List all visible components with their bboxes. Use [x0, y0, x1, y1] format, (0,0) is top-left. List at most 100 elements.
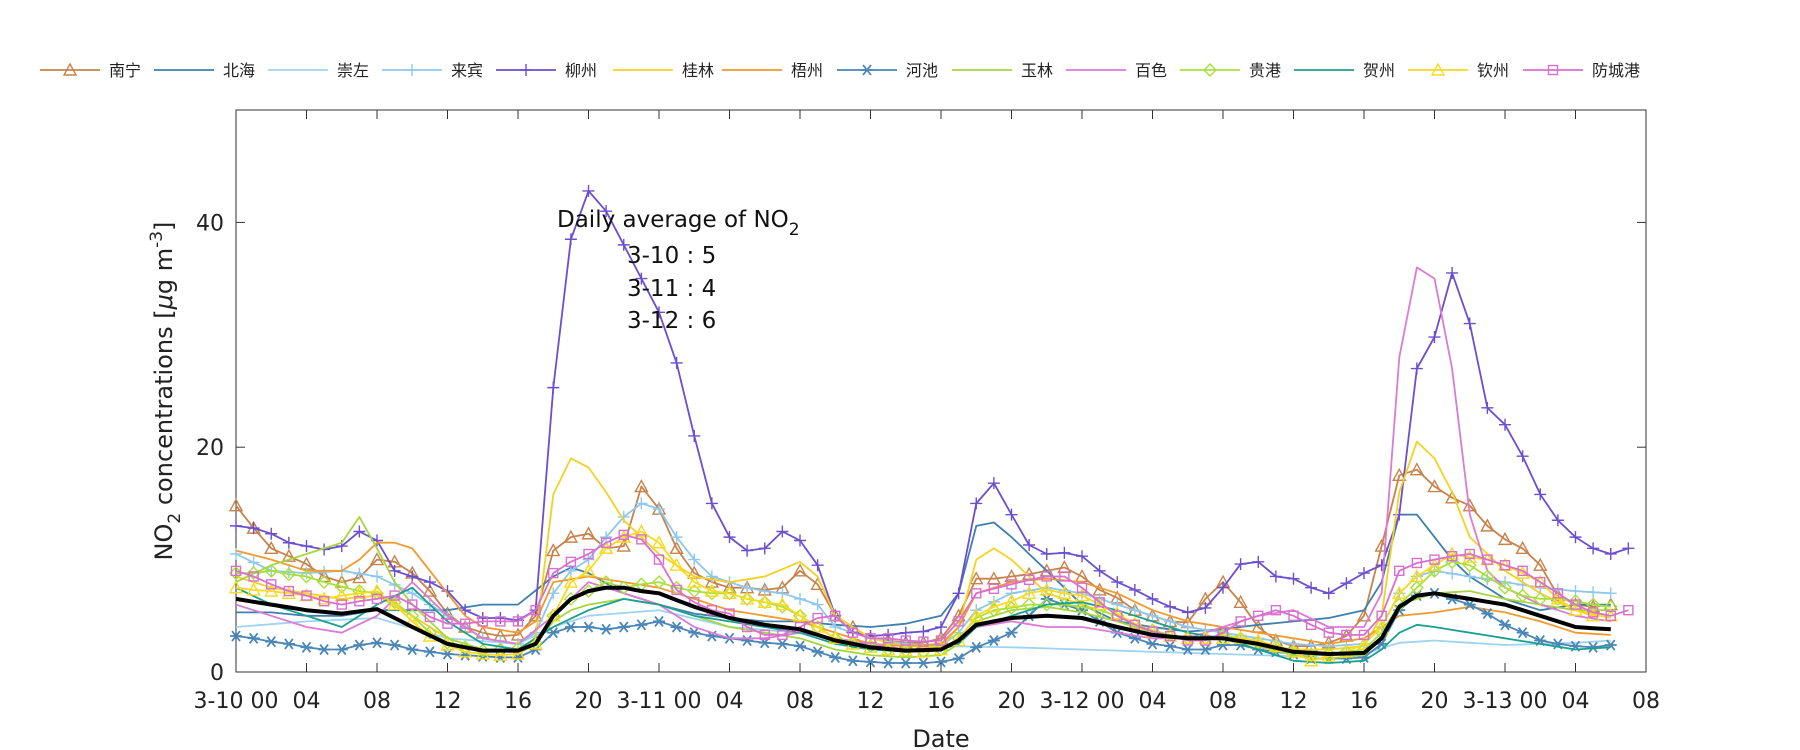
- data-point: [1533, 591, 1548, 606]
- x-tick-label: 08: [1209, 689, 1237, 714]
- data-point: [988, 583, 1000, 595]
- x-tick-label: 04: [716, 689, 744, 714]
- data-point: [301, 590, 312, 601]
- data-point: [1568, 594, 1583, 609]
- data-point: [547, 381, 560, 394]
- data-point: [546, 543, 561, 557]
- data-point: [794, 592, 806, 605]
- data-point: [687, 574, 702, 588]
- data-point: [617, 238, 630, 251]
- data-point: [1006, 579, 1017, 590]
- data-point: [246, 566, 261, 581]
- data-point: [1498, 580, 1512, 595]
- data-point: [899, 657, 912, 669]
- data-point: [1076, 582, 1088, 593]
- data-point: [688, 429, 701, 442]
- data-point: [1499, 619, 1511, 631]
- data-point: [300, 540, 313, 553]
- data-point: [1604, 547, 1617, 560]
- data-point: [653, 306, 665, 319]
- y-tick-label: 0: [210, 661, 224, 686]
- data-point: [935, 635, 947, 646]
- data-point: [1164, 615, 1177, 628]
- data-point: [1515, 540, 1530, 555]
- data-point: [352, 570, 367, 584]
- legend-marker: [1547, 64, 1559, 76]
- data-point: [230, 565, 242, 577]
- data-point: [547, 587, 560, 600]
- data-point: [776, 525, 789, 538]
- x-tick-label: 3-11 00: [617, 689, 702, 714]
- data-point: [565, 556, 577, 568]
- data-point: [969, 571, 984, 585]
- data-point: [1023, 538, 1036, 551]
- data-point: [1464, 548, 1475, 560]
- data-point: [389, 590, 400, 601]
- data-point: [636, 534, 647, 545]
- x-tick-label: 04: [293, 689, 321, 714]
- data-point: [777, 629, 788, 641]
- data-point: [406, 570, 419, 583]
- data-point: [563, 574, 579, 588]
- x-axis-title: Date: [912, 725, 969, 750]
- data-point: [230, 547, 242, 560]
- data-point: [1076, 550, 1088, 563]
- data-point: [687, 565, 702, 579]
- daily-average-annotation: Daily average of NO2 3-10 : 5 3-11 : 4 3…: [557, 207, 800, 334]
- data-point: [495, 616, 506, 627]
- data-point: [281, 567, 296, 582]
- series-line: [235, 502, 1611, 647]
- data-point: [1093, 564, 1106, 577]
- data-point: [1411, 557, 1423, 569]
- x-tick-label: 20: [575, 689, 603, 714]
- data-point: [266, 579, 277, 590]
- data-point: [1252, 555, 1265, 568]
- x-tick-label: 08: [786, 689, 814, 714]
- data-point: [1075, 599, 1089, 614]
- data-point: [353, 525, 366, 538]
- data-point: [1287, 572, 1300, 585]
- data-point: [369, 552, 385, 566]
- data-point: [600, 623, 613, 635]
- data-point: [757, 594, 772, 609]
- data-point: [1356, 636, 1372, 650]
- data-point: [457, 644, 473, 658]
- annotation-line-3: 3-12 : 6: [627, 308, 716, 334]
- data-point: [1392, 585, 1407, 600]
- data-point: [1058, 546, 1071, 559]
- data-point: [582, 621, 595, 633]
- series-4: [230, 184, 1635, 643]
- data-point: [688, 627, 701, 639]
- data-point: [688, 553, 701, 566]
- data-point: [618, 529, 629, 541]
- data-point: [1481, 607, 1494, 620]
- x-tick-label: 12: [1280, 689, 1308, 714]
- annotation-line-1: 3-10 : 5: [627, 243, 716, 269]
- data-point: [1409, 462, 1425, 476]
- data-point: [1023, 574, 1035, 586]
- data-point: [1427, 563, 1442, 578]
- data-point: [265, 636, 278, 648]
- y-tick-label: 40: [196, 211, 224, 236]
- data-point: [1481, 401, 1494, 414]
- data-point: [1446, 266, 1459, 279]
- data-point: [1446, 567, 1459, 580]
- data-point: [635, 497, 648, 510]
- data-point: [1585, 608, 1601, 622]
- data-point: [248, 571, 259, 582]
- data-point: [741, 634, 754, 647]
- data-point: [581, 526, 596, 540]
- data-point: [581, 563, 596, 577]
- data-point: [969, 608, 984, 622]
- data-point: [1444, 490, 1460, 504]
- data-point: [1039, 597, 1054, 612]
- data-point: [530, 604, 541, 616]
- legend-item: 钦州: [1408, 61, 1509, 80]
- legend-label: 玉林: [1021, 61, 1053, 80]
- data-point: [652, 575, 666, 590]
- data-point: [1057, 585, 1072, 600]
- legend-label: 百色: [1135, 61, 1167, 80]
- data-point: [300, 641, 313, 653]
- legend-item: 北海: [154, 61, 255, 80]
- data-point: [1005, 627, 1018, 639]
